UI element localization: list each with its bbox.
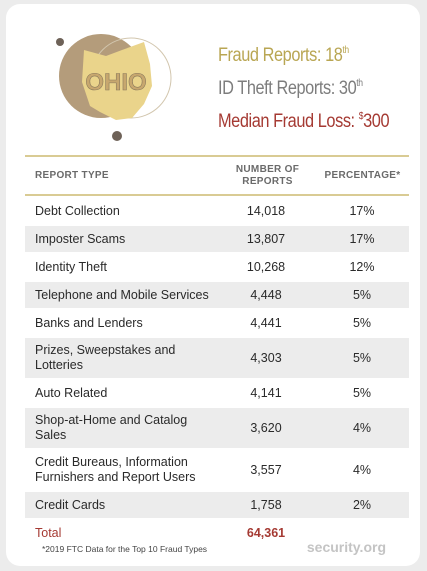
table-row: Telephone and Mobile Services 4,448 5% (25, 282, 409, 308)
cell: 4% (352, 463, 372, 477)
table: REPORT TYPE NUMBER OF REPORTS PERCENTAGE* D… (25, 155, 409, 546)
cell: 12% (349, 260, 375, 274)
cell: Telephone and Mobile Services (35, 287, 209, 302)
column-header: NUMBER OF REPORTS (235, 163, 300, 187)
cell: Shop-at-Home and Catalog Sales (35, 413, 188, 442)
stats: Fraud Reports: 18th ID Theft Reports: 30t… (218, 34, 417, 133)
stat: Median Fraud Loss: $300 (218, 100, 390, 133)
cell: 10,268 (246, 260, 286, 274)
table-header: REPORT TYPE NUMBER OF REPORTS PERCENTAGE* (25, 155, 409, 196)
stat-value: 300 (363, 111, 390, 132)
table-row: Credit Cards 1,758 2% (25, 492, 409, 518)
cell: 5% (352, 386, 372, 400)
table-row: Imposter Scams 13,807 17% (25, 226, 409, 252)
table-row: Debt Collection 14,018 17% (25, 198, 409, 224)
stat: Fraud Reports: 18th (218, 34, 389, 67)
column-header: PERCENTAGE* (324, 170, 401, 181)
cell: 3,620 (250, 421, 282, 435)
cell: 4,141 (250, 386, 282, 400)
total-row: Total 64,361 (25, 520, 409, 546)
stat-label: Median Fraud Loss: (218, 111, 355, 132)
table-row: Prizes, Sweepstakes and Lotteries 4,303 5% (25, 338, 409, 378)
cell: 14,018 (246, 204, 286, 218)
cell: 17% (349, 232, 375, 246)
stat-suffix: th (342, 45, 349, 56)
cell: Auto Related (35, 385, 108, 400)
cell: Debt Collection (35, 203, 120, 218)
cell: 64,361 (246, 526, 286, 540)
card: OHIO Fraud Reports: 18th ID Theft Reports… (6, 4, 420, 566)
cell: 4,441 (250, 316, 282, 330)
cell: Credit Bureaus, Information Furnishers a… (35, 455, 196, 484)
cell: 4% (352, 421, 372, 435)
table-row: Auto Related 4,141 5% (25, 380, 409, 406)
cell: 5% (352, 351, 372, 365)
cell: Prizes, Sweepstakes and Lotteries (35, 343, 176, 372)
state-illustration: OHIO (56, 34, 172, 141)
state-shape (82, 42, 152, 120)
cell: 17% (349, 204, 375, 218)
dot (112, 131, 122, 141)
cell: 3,557 (250, 463, 282, 477)
cell: Imposter Scams (35, 231, 126, 246)
stat-value: 30 (338, 78, 357, 99)
column-header: REPORT TYPE (35, 170, 109, 181)
stat-value: 18 (325, 45, 343, 66)
cell: Credit Cards (35, 497, 106, 512)
cell: Banks and Lenders (35, 315, 143, 330)
cell: Identity Theft (35, 259, 108, 274)
footnote: *2019 FTC Data for the Top 10 Fraud Type… (42, 544, 208, 554)
cell: 5% (352, 288, 372, 302)
table-row: Credit Bureaus, Information Furnishers a… (25, 450, 409, 490)
stat-label: Fraud Reports: (218, 45, 321, 66)
cell: 2% (352, 498, 372, 512)
table-row: Banks and Lenders 4,441 5% (25, 310, 409, 336)
cell: 13,807 (246, 232, 286, 246)
cell: 1,758 (250, 498, 282, 512)
brand: security.org (306, 539, 386, 555)
stat: ID Theft Reports: 30th (218, 67, 389, 100)
stat-suffix: th (356, 78, 363, 89)
dot (56, 38, 64, 46)
stat-label: ID Theft Reports: (218, 78, 335, 99)
state-name: OHIO (85, 69, 146, 96)
stat-prefix: $ (358, 111, 364, 122)
table-row: Identity Theft 10,268 12% (25, 254, 409, 280)
cell: 5% (352, 316, 372, 330)
table-row: Shop-at-Home and Catalog Sales 3,620 4% (25, 408, 409, 448)
cell: 4,303 (250, 351, 282, 365)
cell: 4,448 (250, 288, 282, 302)
cell: Total (35, 525, 62, 540)
